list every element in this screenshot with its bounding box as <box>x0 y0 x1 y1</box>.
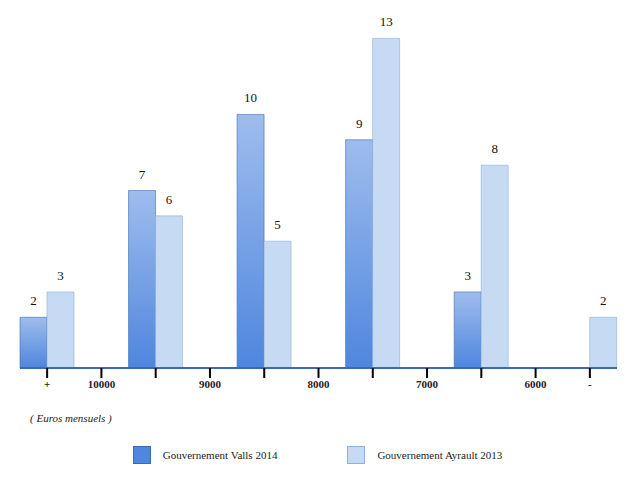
svg-text:10: 10 <box>244 90 257 105</box>
svg-text:-: - <box>588 378 592 390</box>
svg-text:7: 7 <box>139 167 146 182</box>
svg-text:7000: 7000 <box>416 378 439 390</box>
svg-text:6: 6 <box>166 192 173 207</box>
html-text:( Euros mensuels ): ( Euros mensuels ) <box>30 412 112 424</box>
svg-text:2: 2 <box>30 293 37 308</box>
svg-text:5: 5 <box>274 217 281 232</box>
svg-text:3: 3 <box>464 268 471 283</box>
svg-text:9: 9 <box>356 116 363 131</box>
svg-text:2: 2 <box>600 293 607 308</box>
svg-text:9000: 9000 <box>199 378 222 390</box>
html-text:Gouvernement Valls 2014: Gouvernement Valls 2014 <box>162 449 278 461</box>
html-text:Gouvernement Ayrault 2013: Gouvernement Ayrault 2013 <box>377 449 503 461</box>
svg-text:6000: 6000 <box>525 378 548 390</box>
svg-text:10000: 10000 <box>88 378 116 390</box>
svg-text:8000: 8000 <box>308 378 331 390</box>
svg-text:13: 13 <box>380 14 393 29</box>
svg-text:3: 3 <box>57 268 64 283</box>
svg-text:+: + <box>44 378 50 390</box>
svg-text:8: 8 <box>491 141 498 156</box>
